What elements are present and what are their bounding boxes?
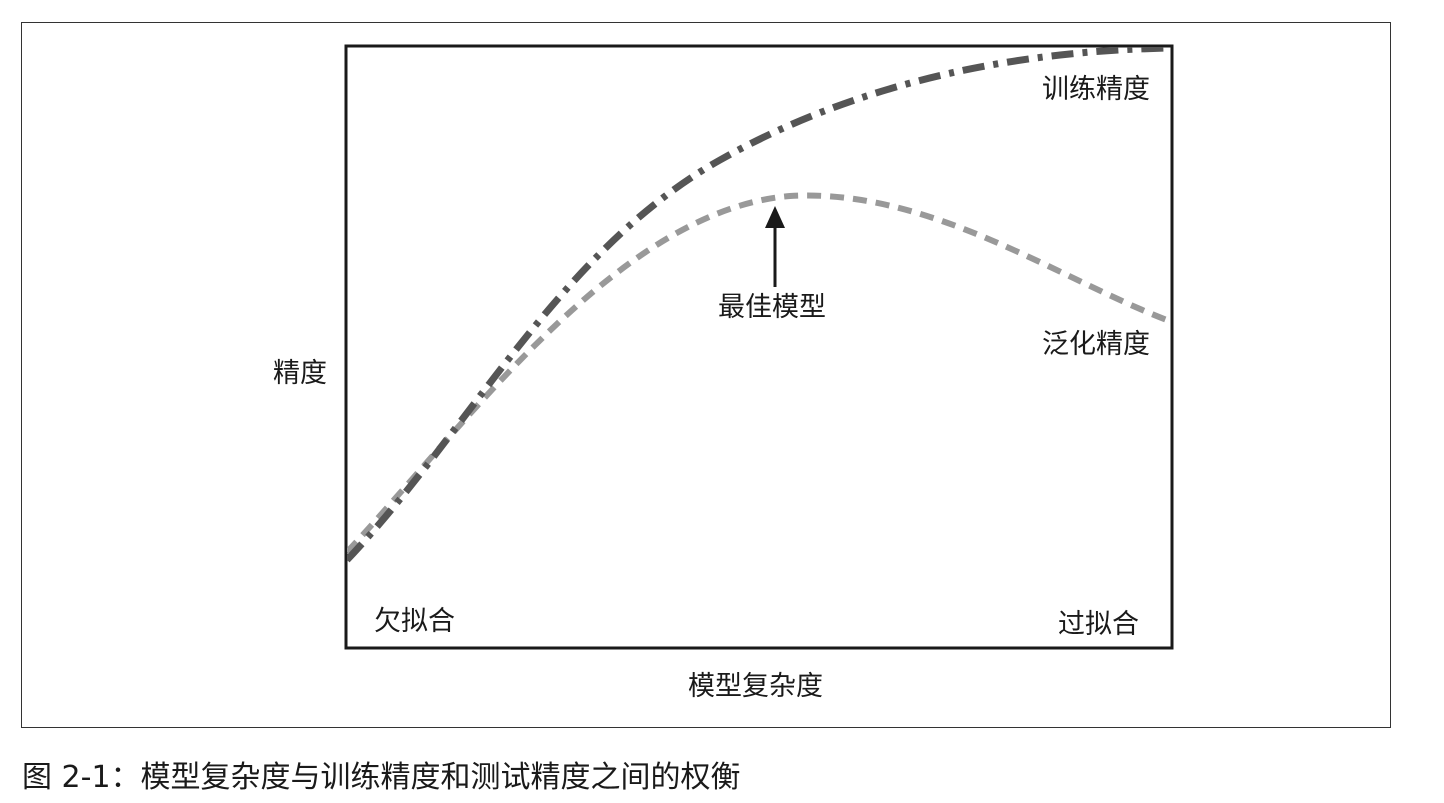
figure-frame [21,22,1391,728]
best-model-arrow-head [765,206,785,228]
y-axis-label: 精度 [273,358,327,389]
overfitting-label: 过拟合 [1058,609,1139,640]
generalization-accuracy-curve [347,192,1171,555]
x-axis-label: 模型复杂度 [688,671,823,702]
training-accuracy-curve [347,47,1171,563]
training-accuracy-label: 训练精度 [1042,74,1150,105]
figure-caption: 图 2-1：模型复杂度与训练精度和测试精度之间的权衡 [22,760,741,795]
best-model-label: 最佳模型 [718,292,826,323]
plot-box [344,44,1174,650]
underfitting-label: 欠拟合 [374,606,455,637]
generalization-accuracy-label: 泛化精度 [1042,329,1150,360]
